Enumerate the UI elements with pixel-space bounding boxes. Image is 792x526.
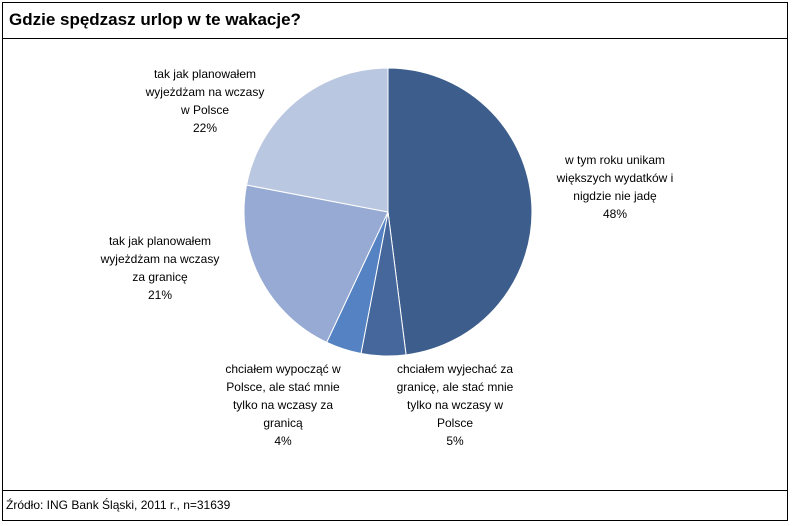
- title-bar: Gdzie spędzasz urlop w te wakacje?: [3, 3, 787, 39]
- slice-label-line: w Polsce: [180, 103, 229, 117]
- slice-label-line: nigdzie nie jadę: [573, 189, 657, 203]
- slice-percent: 21%: [148, 288, 172, 302]
- pie-slice-3: [243, 184, 389, 343]
- slice-label-line: chciałem wypocząć w: [225, 362, 341, 376]
- slice-percent: 22%: [193, 121, 217, 135]
- slice-label-line: większych wydatków i: [556, 171, 674, 185]
- slice-label-4: tak jak planowałem wyjeżdżam na wczasy w P…: [145, 67, 265, 135]
- slice-percent: 5%: [446, 434, 464, 448]
- slice-label-line: tylko na wczasy w: [407, 398, 503, 412]
- slice-percent: 4%: [274, 434, 292, 448]
- slice-label-3: tak jak planowałem wyjeżdżam na wczasy za …: [100, 234, 220, 302]
- slice-label-line: chciałem wyjechać za: [397, 362, 513, 376]
- slice-label-line: Polsce: [437, 416, 473, 430]
- slice-percent: 48%: [603, 207, 627, 221]
- pie-slice-4: [245, 67, 389, 213]
- slice-label-line: wyjeżdżam na wczasy: [145, 85, 265, 99]
- pie-slice-0: [387, 67, 533, 356]
- slice-label-line: tak jak planowałem: [154, 67, 256, 81]
- slice-label-line: Polsce, ale stać mnie: [226, 380, 340, 394]
- slice-label-line: granicę, ale stać mnie: [397, 380, 514, 394]
- chart-title: Gdzie spędzasz urlop w te wakacje?: [9, 10, 301, 29]
- slice-label-line: granicą: [263, 416, 303, 430]
- chart-source: Źródło: ING Bank Śląski, 2011 r., n=3163…: [6, 498, 231, 512]
- slice-label-line: tylko na wczasy za: [233, 398, 333, 412]
- slice-label-line: wyjeżdżam na wczasy: [100, 252, 220, 266]
- slice-label-0: w tym roku unikam większych wydatków i nig…: [556, 153, 674, 221]
- slice-label-1: chciałem wyjechać za granicę, ale stać mn…: [397, 362, 514, 448]
- slice-label-line: tak jak planowałem: [109, 234, 211, 248]
- chart-frame: Gdzie spędzasz urlop w te wakacje? Źródł…: [2, 2, 788, 521]
- source-bar: Źródło: ING Bank Śląski, 2011 r., n=3163…: [3, 490, 787, 520]
- slice-label-2: chciałem wypocząć w Polsce, ale stać mnie…: [225, 362, 341, 448]
- slice-label-line: w tym roku unikam: [564, 153, 665, 167]
- slice-label-line: za granicę: [132, 270, 188, 284]
